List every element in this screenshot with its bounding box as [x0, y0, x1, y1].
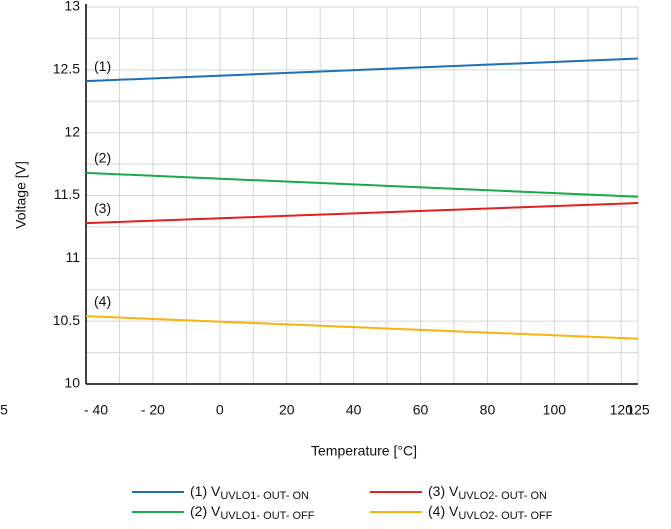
- y-tick-label: 13: [64, 0, 80, 14]
- legend-label: (1) VUVLO1- OUT- ON: [190, 483, 309, 502]
- series-tag: (3): [94, 200, 111, 216]
- legend-label: (3) VUVLO2- OUT- ON: [428, 483, 547, 502]
- legend-subscript: UVLO2- OUT- OFF: [458, 510, 552, 522]
- legend-subscript: UVLO1- OUT- ON: [220, 490, 309, 502]
- x-tick-label: 0: [216, 402, 224, 418]
- x-tick-label: - 40: [84, 402, 108, 418]
- y-tick-label: 10.5: [53, 312, 80, 328]
- x-tick-label: 125: [626, 402, 650, 418]
- edge-label: 5: [0, 402, 8, 418]
- legend-name: (2) V: [190, 503, 221, 519]
- legend-name: (1) V: [190, 483, 221, 499]
- x-tick-label: 20: [279, 402, 295, 418]
- x-tick-label: - 20: [141, 402, 165, 418]
- x-axis-title: Temperature [°C]: [311, 443, 417, 459]
- series-line: [85, 171, 639, 198]
- y-tick-label: 11: [65, 249, 80, 265]
- x-tick-label: 100: [543, 402, 567, 418]
- legend-name: (3) V: [428, 483, 459, 499]
- x-tick-label: 40: [346, 402, 362, 418]
- series-tag: (2): [94, 150, 111, 166]
- x-tick-label: 60: [413, 402, 429, 418]
- legend-subscript: UVLO1- OUT- OFF: [220, 510, 314, 522]
- legend-label: (4) VUVLO2- OUT- OFF: [428, 503, 553, 522]
- series-tag: (1): [94, 58, 111, 74]
- series-line: [85, 57, 639, 83]
- y-tick-label: 10: [64, 375, 80, 391]
- y-tick-label: 12.5: [53, 61, 80, 77]
- series-line: [85, 315, 639, 340]
- x-tick-label: 120: [610, 402, 634, 418]
- x-tick-label: 80: [480, 402, 496, 418]
- series-line: [85, 202, 639, 225]
- legend-name: (4) V: [428, 503, 459, 519]
- legend-subscript: UVLO2- OUT- ON: [458, 490, 547, 502]
- y-tick-label: 12: [64, 123, 80, 139]
- legend-label: (2) VUVLO1- OUT- OFF: [190, 503, 315, 522]
- series-tag: (4): [94, 293, 111, 309]
- y-tick-label: 11.5: [54, 186, 80, 202]
- y-axis-title: Voltage [V]: [13, 161, 29, 229]
